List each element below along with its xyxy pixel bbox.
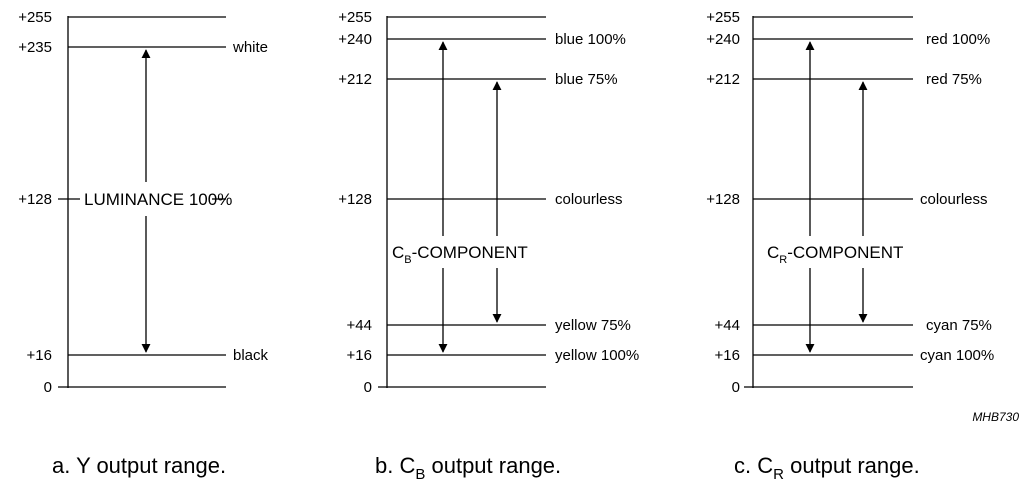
cr-colourless-label: colourless [920,191,988,208]
yellow-75-label: yellow 75% [555,317,631,334]
red-75-label: red 75% [926,71,982,88]
panel-cb: +255 +240 +212 +128 +44 +16 0 blue 100% … [338,9,639,483]
panel-y: +255 +235 +128 +16 0 white black LUMINAN… [18,9,268,478]
caption-c: c. CR output range. [734,453,920,483]
panel-cr: +255 +240 +212 +128 +44 +16 0 red 100% r… [706,9,1019,483]
cb-tick-label-16: +16 [347,347,372,364]
cb-tick-label-240: +240 [338,31,372,48]
tick-label-235: +235 [18,39,52,56]
tick-label-0: 0 [44,379,52,396]
tick-label-255: +255 [18,9,52,26]
cb-tick-label-255: +255 [338,9,372,26]
cr-tick-label-128: +128 [706,191,740,208]
white-label: white [232,39,268,56]
tick-label-128: +128 [18,191,52,208]
cb-component-label: CB-COMPONENT [392,243,528,266]
cb-tick-label-212: +212 [338,71,372,88]
figure-code: MHB730 [972,410,1019,424]
caption-b: b. CB output range. [375,453,561,483]
yellow-100-label: yellow 100% [555,347,639,364]
cr-tick-label-0: 0 [732,379,740,396]
cr-tick-label-240: +240 [706,31,740,48]
cb-tick-label-44: +44 [347,317,372,334]
luminance-label: LUMINANCE 100% [84,190,232,209]
cyan-100-label: cyan 100% [920,347,994,364]
caption-a: a. Y output range. [52,453,226,478]
cr-tick-label-16: +16 [715,347,740,364]
blue-100-label: blue 100% [555,31,626,48]
red-100-label: red 100% [926,31,990,48]
cb-colourless-label: colourless [555,191,623,208]
black-label: black [233,347,269,364]
blue-75-label: blue 75% [555,71,618,88]
tick-label-16: +16 [27,347,52,364]
cr-tick-label-44: +44 [715,317,740,334]
cr-component-label: CR-COMPONENT [767,243,903,266]
cb-tick-label-0: 0 [364,379,372,396]
cb-tick-label-128: +128 [338,191,372,208]
cyan-75-label: cyan 75% [926,317,992,334]
cr-tick-label-255: +255 [706,9,740,26]
cr-tick-label-212: +212 [706,71,740,88]
